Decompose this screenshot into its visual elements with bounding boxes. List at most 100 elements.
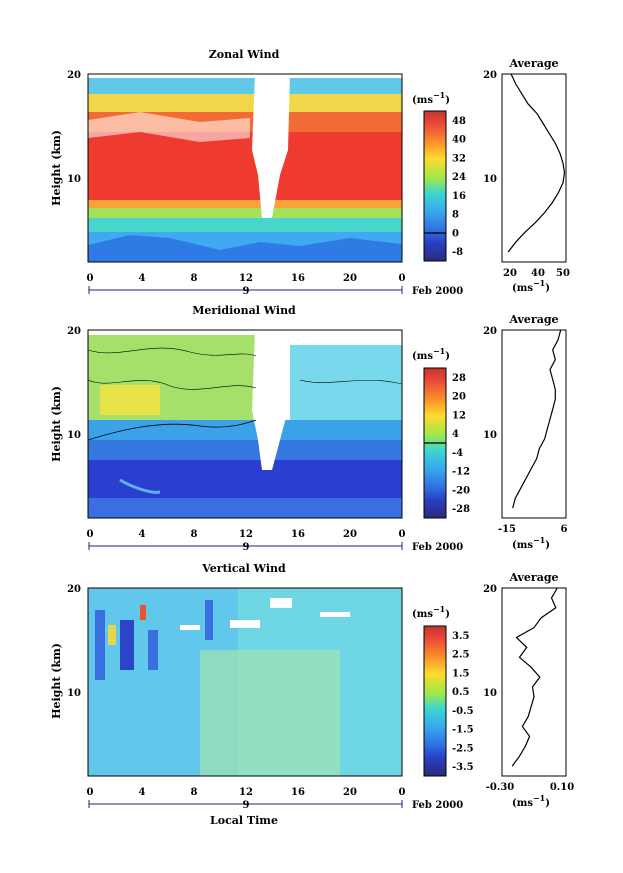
meridional-x-axis: 0 4 8 12 16 20 0 9 Feb 2000: [87, 529, 464, 553]
zonal-profile-xtick: 20: [503, 268, 517, 279]
zonal-xtick: 20: [343, 273, 357, 284]
vertical-xtick: 16: [291, 787, 305, 798]
meridional-band-base: [88, 498, 402, 518]
zonal-band-orange: [88, 198, 402, 208]
zonal-ytick: 10: [67, 174, 81, 185]
vertical-xtick: 4: [139, 787, 146, 798]
vertical-cb-label: -0.5: [452, 706, 474, 717]
zonal-ylabel: Height (km): [50, 130, 63, 206]
meridional-cb-label: -12: [452, 467, 470, 478]
meridional-yellow-patch: [100, 385, 160, 415]
vertical-cb-labels: 3.5 2.5 1.5 0.5 -0.5 -1.5 -2.5 -3.5: [452, 631, 474, 773]
meridional-date-suffix: Feb 2000: [412, 542, 463, 553]
meridional-heatmap: [87, 330, 403, 518]
zonal-x-axis: 0 4 8 12 16 20 0 9 Feb 2000: [87, 273, 464, 297]
vertical-heatmap: [88, 588, 402, 776]
vertical-streak: [120, 620, 134, 670]
zonal-cb-bar: [423, 110, 447, 262]
zonal-profile-title: Average: [508, 57, 558, 70]
zonal-xtick: 0: [399, 273, 406, 284]
vertical-cb-label: 1.5: [452, 668, 469, 679]
zonal-profile-frame: [501, 73, 567, 263]
vertical-xtick: 8: [191, 787, 198, 798]
zonal-xtick: 0: [87, 273, 94, 284]
zonal-xtick: 4: [139, 273, 146, 284]
vertical-xtick: 0: [399, 787, 406, 798]
meridional-gap: [252, 330, 290, 470]
meridional-profile-xtick: -15: [498, 524, 516, 535]
zonal-cb-unit: (ms−1): [412, 90, 450, 106]
zonal-profile-xtick: 40: [531, 268, 545, 279]
meridional-ytick: 20: [67, 326, 81, 337]
zonal-cb-label: 48: [452, 116, 466, 127]
zonal-xtick: 12: [239, 273, 253, 284]
zonal-xtick: 16: [291, 273, 305, 284]
zonal-sparse-upper: [88, 112, 250, 142]
meridional-profile-title: Average: [508, 313, 558, 326]
meridional-xtick: 12: [239, 529, 253, 540]
meridional-cb-label: 20: [452, 392, 466, 403]
zonal-cb-label: 16: [452, 191, 466, 202]
vertical-streak: [95, 610, 105, 680]
vertical-cb-label: -1.5: [452, 725, 474, 736]
meridional-frame: [87, 329, 403, 519]
zonal-y-axis: 20 10: [67, 70, 81, 185]
zonal-band-cap: [88, 78, 402, 94]
vertical-gap: [230, 620, 260, 628]
meridional-colorbar: (ms−1) 28 20 12 4 -4 -12 -20 -28: [412, 346, 470, 519]
zonal-profile-xtick: 50: [556, 268, 570, 279]
zonal-colorbar: (ms−1) 48 40 32 24 16 8 0 -8: [412, 90, 466, 262]
meridional-profile-xtick: 6: [561, 524, 568, 535]
vertical-cb-label: 2.5: [452, 650, 469, 661]
vertical-profile-xtick: -0.30: [486, 782, 515, 793]
vertical-xlabel: Local Time: [210, 814, 278, 827]
meridional-profile-ytick: 10: [483, 430, 497, 441]
zonal-panel: Zonal Wind Height (km) 0 4 8 12 16 20 0: [50, 48, 570, 297]
vertical-y-axis: 20 10: [67, 584, 81, 699]
zonal-frame: [87, 73, 403, 263]
zonal-gap: [252, 74, 290, 218]
vertical-streak-warm: [108, 625, 116, 645]
zonal-ytick: 20: [67, 70, 81, 81]
meridional-cb-label: -28: [452, 504, 470, 515]
vertical-gap: [320, 612, 350, 617]
vertical-cb-label: 0.5: [452, 687, 469, 698]
vertical-colorbar: (ms−1) 3.5 2.5 1.5 0.5 -0.5 -1.5 -2.5 -3.5: [412, 604, 474, 777]
vertical-mid-green: [200, 650, 340, 776]
meridional-ylabel: Height (km): [50, 386, 63, 462]
meridional-profile-line: [512, 329, 562, 509]
meridional-cb-label: -4: [452, 448, 463, 459]
vertical-ytick: 10: [67, 688, 81, 699]
vertical-profile-line: [511, 587, 558, 767]
vertical-date-label: 9: [243, 800, 250, 811]
meridional-xtick: 4: [139, 529, 146, 540]
vertical-streak: [205, 600, 213, 640]
vertical-xtick: 20: [343, 787, 357, 798]
zonal-band-lowmid: [88, 216, 402, 232]
zonal-cb-labels: 48 40 32 24 16 8 0 -8: [452, 116, 466, 258]
vertical-profile-xtick: 0.10: [550, 782, 574, 793]
vertical-cb-unit: (ms−1): [412, 604, 450, 620]
meridional-cb-labels: 28 20 12 4 -4 -12 -20 -28: [452, 373, 470, 515]
vertical-ylabel: Height (km): [50, 643, 63, 719]
meridional-profile-unit: (ms−1): [512, 535, 550, 551]
meridional-profile-frame: [501, 329, 567, 519]
vertical-profile-ytick: 20: [483, 584, 497, 595]
zonal-date-suffix: Feb 2000: [412, 286, 463, 297]
vertical-cb-label: -2.5: [452, 743, 474, 754]
vertical-profile: Average 20 10 -0.30 0.10 (ms−1): [483, 571, 574, 809]
zonal-profile-ytick: 20: [483, 70, 497, 81]
meridional-cb-label: 12: [452, 410, 466, 421]
vertical-cb-label: -3.5: [452, 762, 474, 773]
meridional-upper-cyan: [290, 345, 402, 430]
meridional-cb-unit: (ms−1): [412, 346, 450, 362]
meridional-xtick: 0: [87, 529, 94, 540]
zonal-cb-label: 32: [452, 153, 466, 164]
meridional-xtick: 16: [291, 529, 305, 540]
meridional-profile: Average 20 10 -15 6 (ms−1): [483, 313, 567, 551]
zonal-heatmap: [88, 74, 402, 262]
zonal-cb-label: 24: [452, 172, 466, 183]
vertical-x-axis: 0 4 8 12 16 20 0 9 Feb 2000 Local Time: [87, 787, 464, 827]
meridional-band-strong: [88, 460, 402, 500]
